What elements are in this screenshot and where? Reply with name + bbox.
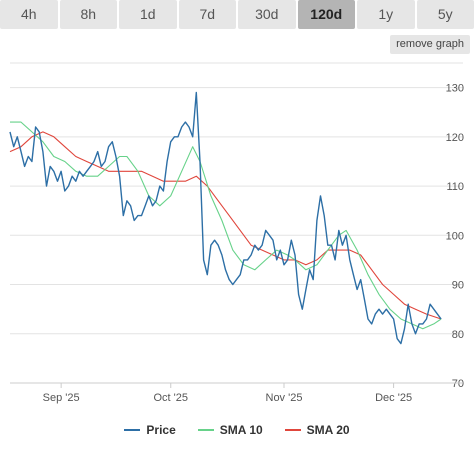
sma20-line	[9, 131, 442, 320]
legend-swatch-sma10	[197, 429, 214, 431]
y-tick-label: 100	[446, 230, 464, 242]
y-tick-label: 70	[452, 378, 464, 390]
y-tick-label: 110	[446, 181, 464, 193]
chart-legend: Price SMA 10 SMA 20	[0, 420, 474, 440]
legend-label-sma20: SMA 20	[306, 423, 350, 437]
tab-4h[interactable]: 4h	[0, 0, 58, 29]
tab-8h[interactable]: 8h	[59, 0, 117, 29]
y-tick-label: 90	[452, 280, 464, 292]
legend-item-sma10[interactable]: SMA 10	[197, 423, 263, 437]
x-tick-label: Nov '25	[266, 392, 303, 404]
tab-5y[interactable]: 5y	[416, 0, 474, 29]
x-tick-label: Dec '25	[375, 392, 412, 404]
legend-swatch-sma20	[284, 429, 301, 431]
y-tick-label: 130	[446, 83, 464, 95]
range-tabs: 4h 8h 1d 7d 30d 120d 1y 5y	[0, 0, 474, 29]
tab-1y[interactable]: 1y	[357, 0, 415, 29]
x-tick-label: Oct '25	[153, 392, 188, 404]
x-tick-label: Sep '25	[43, 392, 80, 404]
legend-label-price: Price	[146, 423, 176, 437]
remove-graph-button[interactable]: remove graph	[390, 35, 470, 54]
y-tick-label: 80	[452, 329, 464, 341]
tab-30d[interactable]: 30d	[238, 0, 296, 29]
legend-item-sma20[interactable]: SMA 20	[284, 423, 350, 437]
price-chart: 70 80 90 100 110 120 130 Sep '25 Oct '25 Nov '25 D…	[9, 62, 464, 404]
price-line	[9, 91, 442, 345]
legend-swatch-price	[124, 429, 141, 431]
tab-120d[interactable]: 120d	[297, 0, 355, 29]
tab-1d[interactable]: 1d	[119, 0, 177, 29]
y-tick-label: 120	[446, 132, 464, 144]
tab-7d[interactable]: 7d	[178, 0, 236, 29]
legend-label-sma10: SMA 10	[219, 423, 263, 437]
sma10-line	[10, 121, 442, 330]
legend-item-price[interactable]: Price	[124, 423, 176, 437]
